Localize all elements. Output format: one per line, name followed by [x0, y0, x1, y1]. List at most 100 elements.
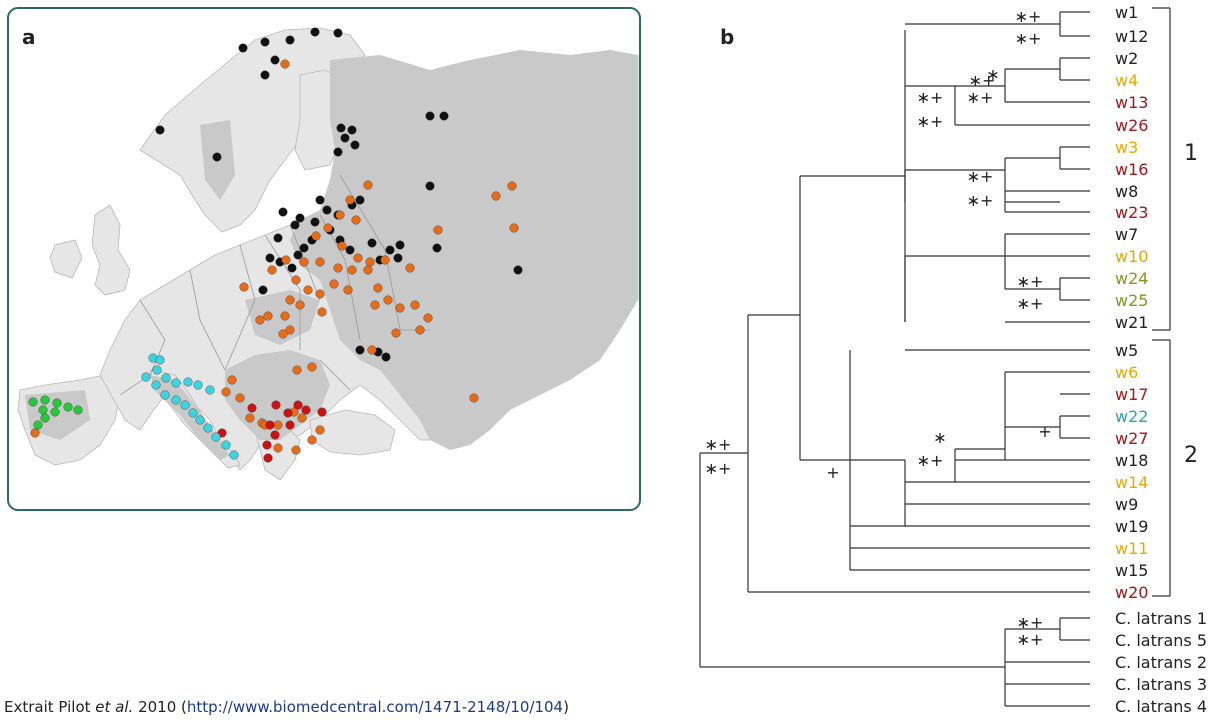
- sample-dot-red: [317, 407, 327, 417]
- sample-dot-black: [258, 285, 268, 295]
- sample-dot-orange: [333, 263, 343, 273]
- sample-dot-orange: [391, 328, 401, 338]
- sample-dot-cyan: [205, 385, 215, 395]
- sample-dot-black: [299, 243, 309, 253]
- sample-dot-orange: [347, 265, 357, 275]
- sample-dot-orange: [329, 279, 339, 289]
- leaf-label: w3: [1115, 138, 1138, 157]
- sample-dot-black: [425, 111, 435, 121]
- leaf-label: w25: [1115, 291, 1148, 310]
- sample-dot-orange: [292, 365, 302, 375]
- support-mark: ∗+: [1017, 613, 1044, 632]
- sample-dot-black: [355, 345, 365, 355]
- caption-link[interactable]: http://www.biomedcentral.com/1471-2148/1…: [186, 698, 564, 716]
- sample-dot-black: [238, 43, 248, 53]
- sample-dot-orange: [285, 295, 295, 305]
- sample-dot-red: [270, 430, 280, 440]
- sample-dot-orange: [291, 275, 301, 285]
- sample-dots: [28, 27, 523, 463]
- sample-dot-green: [63, 402, 73, 412]
- tree-leaf-labels: w1 w12 w2 w4 w13 w26 w3 w16 w8 w23 w7 w10 w24 w25 w21 w…: [1115, 3, 1207, 716]
- caption-suffix: ): [563, 698, 569, 716]
- support-mark: ∗+: [1017, 272, 1044, 291]
- sample-dot-orange: [273, 443, 283, 453]
- sample-dot-orange: [363, 180, 373, 190]
- sample-dot-cyan: [151, 380, 161, 390]
- leaf-label: w11: [1115, 539, 1148, 558]
- sample-dot-orange: [273, 420, 283, 430]
- sample-dot-orange: [311, 231, 321, 241]
- sample-dot-orange: [299, 257, 309, 267]
- sample-dot-cyan: [188, 408, 198, 418]
- support-mark: ∗+: [917, 112, 944, 131]
- sample-dot-orange: [239, 282, 249, 292]
- britain-land: [91, 204, 131, 296]
- sample-dot-orange: [351, 215, 361, 225]
- leaf-label: w8: [1115, 182, 1138, 201]
- sample-dot-orange: [365, 257, 375, 267]
- sample-dot-red: [262, 440, 272, 450]
- sample-dot-black: [310, 217, 320, 227]
- support-mark: ∗+: [705, 435, 732, 454]
- sample-dot-black: [322, 205, 332, 215]
- panel-a-map: a: [7, 7, 641, 511]
- support-mark: ∗+: [1015, 7, 1042, 26]
- sample-dot-black: [290, 220, 300, 230]
- sample-dot-black: [355, 195, 365, 205]
- support-mark: +: [1038, 422, 1051, 441]
- leaf-label: w14: [1115, 473, 1148, 492]
- sample-dot-black: [347, 125, 357, 135]
- sample-dot-black: [293, 250, 303, 260]
- sample-dot-red: [301, 405, 311, 415]
- sample-dot-orange: [221, 387, 231, 397]
- anatolia-land: [309, 409, 396, 456]
- leaf-label: w21: [1115, 313, 1148, 332]
- leaf-label: C. latrans 3: [1115, 675, 1207, 694]
- support-mark: ∗+: [705, 459, 732, 478]
- sample-dot-black: [336, 123, 346, 133]
- leaf-label: C. latrans 5: [1115, 631, 1207, 650]
- leaf-label: w17: [1115, 385, 1148, 404]
- ireland-land: [49, 239, 83, 279]
- sample-dot-black: [278, 207, 288, 217]
- sample-dot-black: [260, 70, 270, 80]
- sample-dot-black: [310, 27, 320, 37]
- sample-dot-black: [395, 240, 405, 250]
- sample-dot-cyan: [180, 400, 190, 410]
- sample-dot-green: [52, 398, 62, 408]
- support-mark: ∗+: [1017, 630, 1044, 649]
- sample-dot-red: [293, 400, 303, 410]
- support-mark: ∗+: [969, 71, 996, 90]
- sample-dot-orange: [415, 325, 425, 335]
- sample-dot-black: [273, 233, 283, 243]
- leaf-label: C. latrans 4: [1115, 697, 1207, 716]
- leaf-label: C. latrans 1: [1115, 609, 1207, 628]
- caption-prefix: Extrait Pilot: [4, 698, 96, 716]
- sample-dot-orange: [263, 311, 273, 321]
- leaf-label: w6: [1115, 363, 1138, 382]
- sample-dot-orange: [410, 300, 420, 310]
- sample-dot-green: [38, 405, 48, 415]
- sample-dot-orange: [380, 255, 390, 265]
- sample-dot-orange: [370, 300, 380, 310]
- sample-dot-black: [260, 37, 270, 47]
- sample-dot-green: [50, 407, 60, 417]
- sample-dot-orange: [491, 191, 501, 201]
- sample-dot-black: [439, 111, 449, 121]
- support-mark: ∗: [986, 65, 999, 84]
- sample-dot-cyan: [171, 378, 181, 388]
- sample-dot-orange: [307, 362, 317, 372]
- sample-dot-black: [425, 181, 435, 191]
- leaf-label: w24: [1115, 269, 1148, 288]
- sample-dot-black: [315, 195, 325, 205]
- leaf-label: w15: [1115, 561, 1148, 580]
- leaf-label: w9: [1115, 495, 1138, 514]
- sample-dot-orange: [373, 283, 383, 293]
- sample-dot-cyan: [193, 380, 203, 390]
- leaf-label: w23: [1115, 203, 1148, 222]
- sample-dot-orange: [281, 255, 291, 265]
- sample-dot-red: [247, 403, 257, 413]
- leaf-label: w10: [1115, 247, 1148, 266]
- leaf-label: w19: [1115, 517, 1148, 536]
- sample-dot-orange: [335, 210, 345, 220]
